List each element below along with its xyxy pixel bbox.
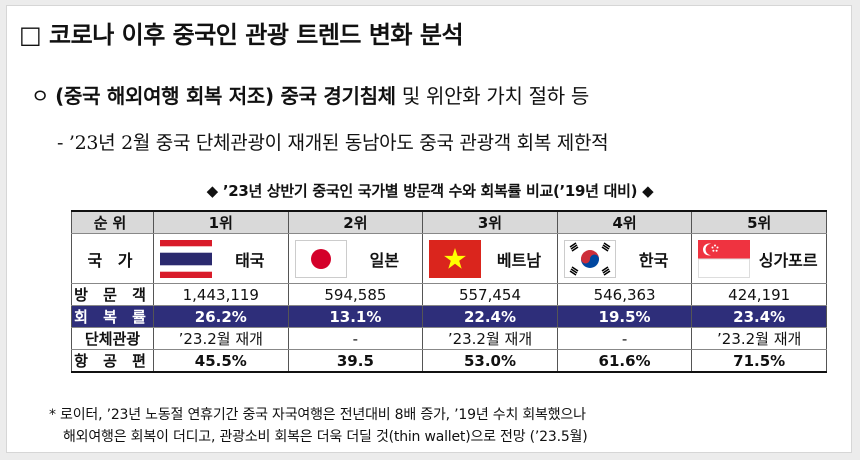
recovery-cell: 26.2% (153, 305, 289, 328)
recovery-cell: 23.4% (691, 305, 827, 328)
recovery-cell: 13.1% (287, 305, 424, 328)
country-cell: 베트남 (422, 233, 558, 284)
footnote-line: 해외여행은 회복이 더디고, 관광소비 회복은 더욱 더딜 것(thin wal… (63, 429, 588, 445)
visitors-cell: 557,454 (422, 283, 558, 306)
rank-cell: 1위 (153, 210, 289, 234)
country-cell: 싱가포르 (691, 233, 827, 284)
country-name: 한국 (638, 250, 669, 270)
thailand-flag-icon (160, 239, 212, 278)
visitors-cell: 424,191 (691, 283, 827, 306)
country-name: 싱가포르 (758, 250, 818, 270)
visitors-cell: 546,363 (556, 283, 693, 306)
section-heading: □ 코로나 이후 중국인 관광 트렌드 변화 분석 (19, 21, 464, 49)
table-row-rank: 순위 1위 2위 3위 4위 5위 (71, 210, 827, 234)
table-row-group-tour: 단체관광 ’23.2월 재개 - ’23.2월 재개 - ’23.2월 재개 (71, 327, 827, 350)
recovery-cell: 22.4% (422, 305, 558, 328)
vietnam-flag-icon (429, 239, 482, 278)
country-cell: 일본 (287, 233, 424, 284)
flights-cell: 53.0% (422, 349, 558, 373)
country-cell: 태국 (153, 233, 289, 284)
flights-cell: 71.5% (691, 349, 827, 373)
footnote-line: * 로이터, ’23년 노동절 연휴기간 중국 자국여행은 전년대비 8배 증가… (49, 407, 586, 423)
table-row-recovery: 회 복 률 26.2% 13.1% 22.4% 19.5% 23.4% (71, 305, 827, 328)
flights-cell: 45.5% (153, 349, 289, 373)
group-tour-cell: ’23.2월 재개 (691, 327, 827, 350)
country-name: 일본 (369, 250, 400, 270)
country-name: 태국 (235, 250, 265, 270)
row-label-group-tour: 단체관광 (71, 327, 154, 350)
country-name: 베트남 (496, 250, 542, 270)
visitors-cell: 1,443,119 (153, 283, 289, 306)
country-cell: 한국 (556, 233, 693, 284)
row-label-rank: 순위 (71, 210, 154, 234)
bullet-marker: ㅇ (31, 84, 50, 108)
group-tour-cell: - (287, 327, 424, 350)
rank-cell: 5위 (691, 210, 827, 234)
table-row-country: 국 가 태국 일본 (71, 233, 827, 284)
japan-flag-icon (294, 239, 347, 278)
row-label-visitors: 방 문 객 (71, 283, 154, 306)
singapore-flag-icon (698, 239, 751, 278)
flights-cell: 39.5 (287, 349, 424, 373)
visitors-cell: 594,585 (287, 283, 424, 306)
group-tour-cell: - (556, 327, 693, 350)
table-caption: ◆ ’23년 상반기 중국인 국가별 방문객 수와 회복률 비교(’19년 대비… (206, 182, 654, 200)
bullet-bold-text: (중국 해외여행 회복 저조) 중국 경기침체 (55, 84, 396, 108)
row-label-country: 국 가 (71, 233, 154, 284)
table-row-visitors: 방 문 객 1,443,119 594,585 557,454 546,363 … (71, 283, 827, 306)
rank-cell: 3위 (422, 210, 558, 234)
flights-cell: 61.6% (556, 349, 693, 373)
recovery-cell: 19.5% (556, 305, 693, 328)
bullet-point-sub: - ’23년 2월 중국 단체관광이 재개된 동남아도 중국 관광객 회복 제한… (57, 132, 609, 154)
row-label-recovery: 회 복 률 (71, 305, 154, 328)
rank-cell: 2위 (287, 210, 424, 234)
footnote: * 로이터, ’23년 노동절 연휴기간 중국 자국여행은 전년대비 8배 증가… (49, 404, 588, 448)
rank-cell: 4위 (556, 210, 693, 234)
table-row-flights: 항 공 편 45.5% 39.5 53.0% 61.6% 71.5% (71, 349, 827, 373)
document-page: □ 코로나 이후 중국인 관광 트렌드 변화 분석 ㅇ (중국 해외여행 회복 … (6, 5, 852, 453)
korea-flag-icon (563, 239, 616, 278)
visitor-comparison-table: 순위 1위 2위 3위 4위 5위 국 가 태국 (71, 210, 827, 373)
bullet-point-main: ㅇ (중국 해외여행 회복 저조) 중국 경기침체 및 위안화 가치 절하 등 (31, 80, 589, 109)
group-tour-cell: ’23.2월 재개 (422, 327, 558, 350)
group-tour-cell: ’23.2월 재개 (153, 327, 289, 350)
row-label-flights: 항 공 편 (71, 349, 154, 373)
bullet-rest-text: 및 위안화 가치 절하 등 (401, 84, 589, 108)
